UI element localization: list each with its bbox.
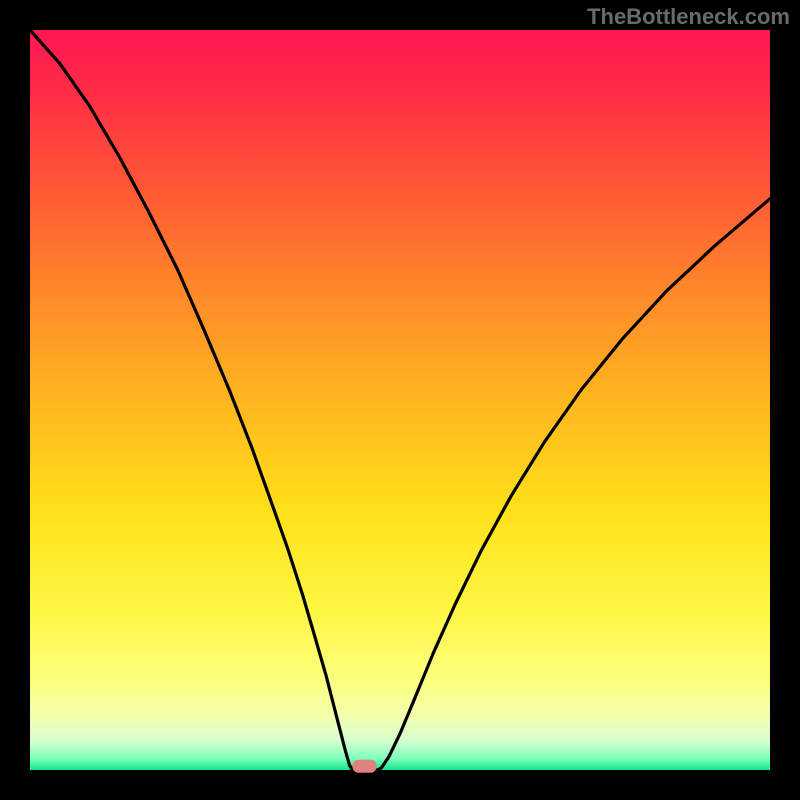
bottleneck-chart — [0, 0, 800, 800]
optimal-point-marker — [352, 760, 376, 773]
watermark-text: TheBottleneck.com — [587, 4, 790, 30]
plot-area — [30, 30, 770, 770]
chart-container: TheBottleneck.com — [0, 0, 800, 800]
